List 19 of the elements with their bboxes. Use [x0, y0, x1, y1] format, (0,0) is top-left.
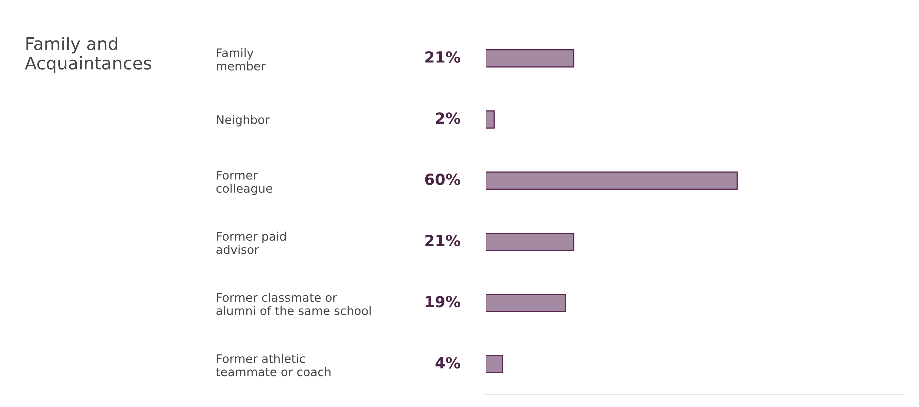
text: Family and Acquaintances [25, 37, 152, 74]
bar [486, 49, 575, 68]
data-label: 21% [426, 234, 461, 247]
y-tick-label: Former athletic teammate or coach [216, 354, 331, 377]
bar [486, 172, 738, 190]
y-tick-label: Former classmate or alumni of the same school [216, 293, 371, 316]
bar [486, 294, 566, 312]
bar [486, 355, 504, 374]
y-tick-label: Neighbor [217, 115, 270, 127]
data-label: 4% [436, 357, 461, 369]
bar [486, 110, 495, 129]
data-label: 60% [425, 174, 461, 186]
y-tick-label: Former paid advisor [216, 232, 286, 254]
bar [486, 232, 575, 252]
data-label: 2% [436, 112, 461, 124]
y-tick-label: Former colleague [216, 171, 272, 196]
data-label: 21% [426, 51, 461, 64]
y-tick-label: Family member [217, 48, 266, 71]
data-label: 19% [426, 296, 461, 308]
